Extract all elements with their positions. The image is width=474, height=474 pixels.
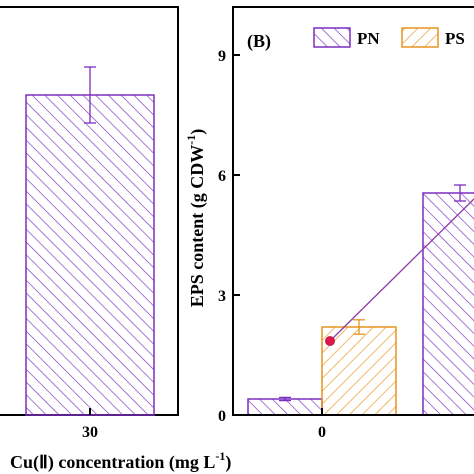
panel-b-label: (B) (247, 31, 271, 52)
error-bar-ps (353, 319, 365, 335)
trend-marker (325, 336, 335, 346)
panel-a: 30 Cu(Ⅱ) concentration (mg L-1) (0, 6, 231, 473)
legend: PN PS (313, 27, 465, 48)
x-tick-label: 0 (318, 424, 326, 441)
panel-b-y-ticks: 0 3 6 9 (218, 48, 240, 425)
y-axis-title-superscript: -1 (184, 135, 198, 145)
panel-a-x-axis-title: Cu(Ⅱ) concentration (mg L-1) (10, 449, 231, 473)
legend-label-pn: PN (357, 29, 380, 48)
legend-swatch-ps (401, 27, 439, 48)
panel-b-plot-frame (232, 6, 474, 416)
panel-a-bars (25, 66, 155, 416)
x-axis-title-superscript: -1 (215, 449, 225, 463)
error-bar-panel-a (84, 66, 96, 124)
trend-line-segment (329, 198, 474, 342)
bar-pn (247, 398, 323, 416)
bar-pn (422, 192, 474, 416)
y-tick-label: 0 (218, 408, 226, 425)
error-bar-pn (279, 396, 291, 402)
panel-b-trend-line (325, 198, 474, 346)
y-tick-label: 6 (218, 168, 226, 185)
panel-b: EPS content (g CDW-1) 0 3 6 9 0 (B) PN PS (184, 6, 474, 441)
panel-b-bars (247, 184, 474, 416)
legend-swatch-pn (313, 27, 351, 48)
legend-label-ps: PS (445, 29, 465, 48)
bar-panel-a (25, 94, 155, 416)
y-tick-label: 9 (218, 48, 226, 65)
error-bar-pn (454, 184, 466, 202)
panel-b-x-ticks: 0 (318, 408, 326, 441)
panel-a-x-ticks: 30 (82, 408, 98, 441)
x-tick-label: 30 (82, 424, 98, 441)
y-tick-label: 3 (218, 288, 226, 305)
panel-b-y-axis-title: EPS content (g CDW-1) (184, 129, 208, 308)
